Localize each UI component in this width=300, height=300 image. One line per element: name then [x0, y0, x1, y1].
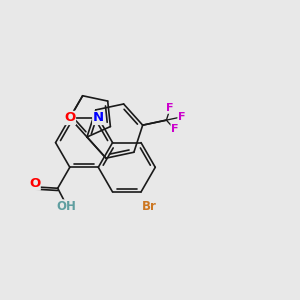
Text: F: F — [171, 124, 178, 134]
Text: OH: OH — [57, 200, 77, 213]
Text: F: F — [178, 112, 185, 122]
Text: O: O — [29, 177, 40, 190]
Text: F: F — [167, 103, 174, 113]
Text: Br: Br — [142, 200, 157, 213]
Text: N: N — [93, 112, 104, 124]
Text: O: O — [64, 112, 75, 124]
